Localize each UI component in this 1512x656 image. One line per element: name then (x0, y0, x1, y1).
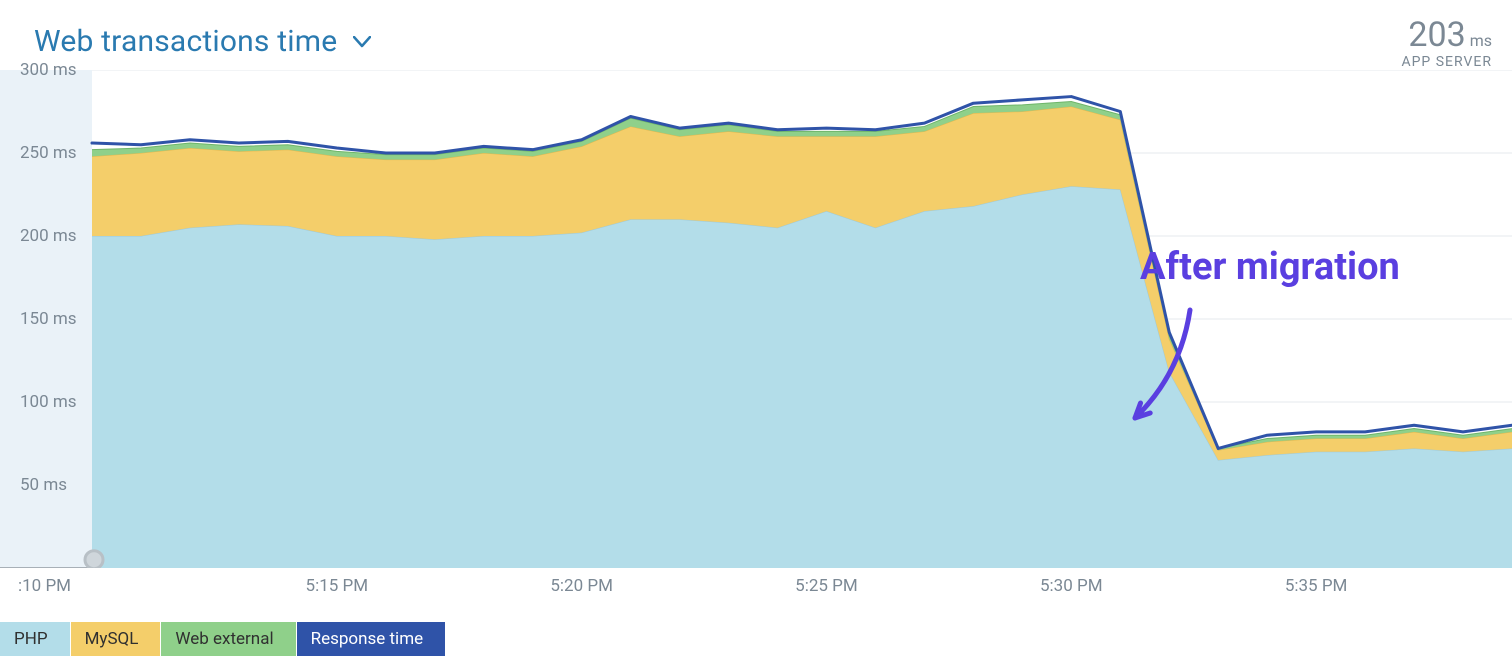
legend-item[interactable]: Response time (297, 622, 447, 656)
metric-value: 203 (1408, 15, 1465, 55)
x-axis-label: 5:35 PM (1285, 576, 1348, 596)
legend-item[interactable]: Web external (161, 622, 296, 656)
y-axis-label: 250 ms (20, 143, 77, 163)
legend-item[interactable]: PHP (0, 622, 71, 656)
annotation-text: After migration (1140, 245, 1400, 289)
chart-plot-area[interactable]: 50 ms100 ms150 ms200 ms250 ms300 ms:10 P… (0, 70, 1512, 568)
x-axis-label: 5:15 PM (306, 576, 369, 596)
x-axis-label: :10 PM (18, 576, 71, 596)
legend-item[interactable]: MySQL (71, 622, 162, 656)
x-axis-label: 5:30 PM (1040, 576, 1103, 596)
loading-dot-icon (85, 551, 103, 568)
chart-title-dropdown[interactable]: Web transactions time (34, 24, 371, 59)
chevron-down-icon (353, 36, 371, 48)
x-axis-label: 5:25 PM (795, 576, 858, 596)
series-area (92, 186, 1512, 568)
metric-sublabel: APP SERVER (1401, 54, 1492, 70)
y-axis-label: 200 ms (20, 226, 77, 246)
y-axis-label: 150 ms (20, 309, 77, 329)
y-axis-label: 300 ms (20, 60, 77, 80)
summary-metric: 203 ms APP SERVER (1401, 18, 1492, 70)
y-axis-label: 100 ms (20, 392, 77, 412)
y-axis-label: 50 ms (20, 475, 67, 495)
chart-legend: PHPMySQLWeb externalResponse time (0, 622, 446, 656)
chart-title-text: Web transactions time (34, 24, 337, 59)
metric-unit: ms (1470, 31, 1492, 50)
x-axis-label: 5:20 PM (550, 576, 613, 596)
